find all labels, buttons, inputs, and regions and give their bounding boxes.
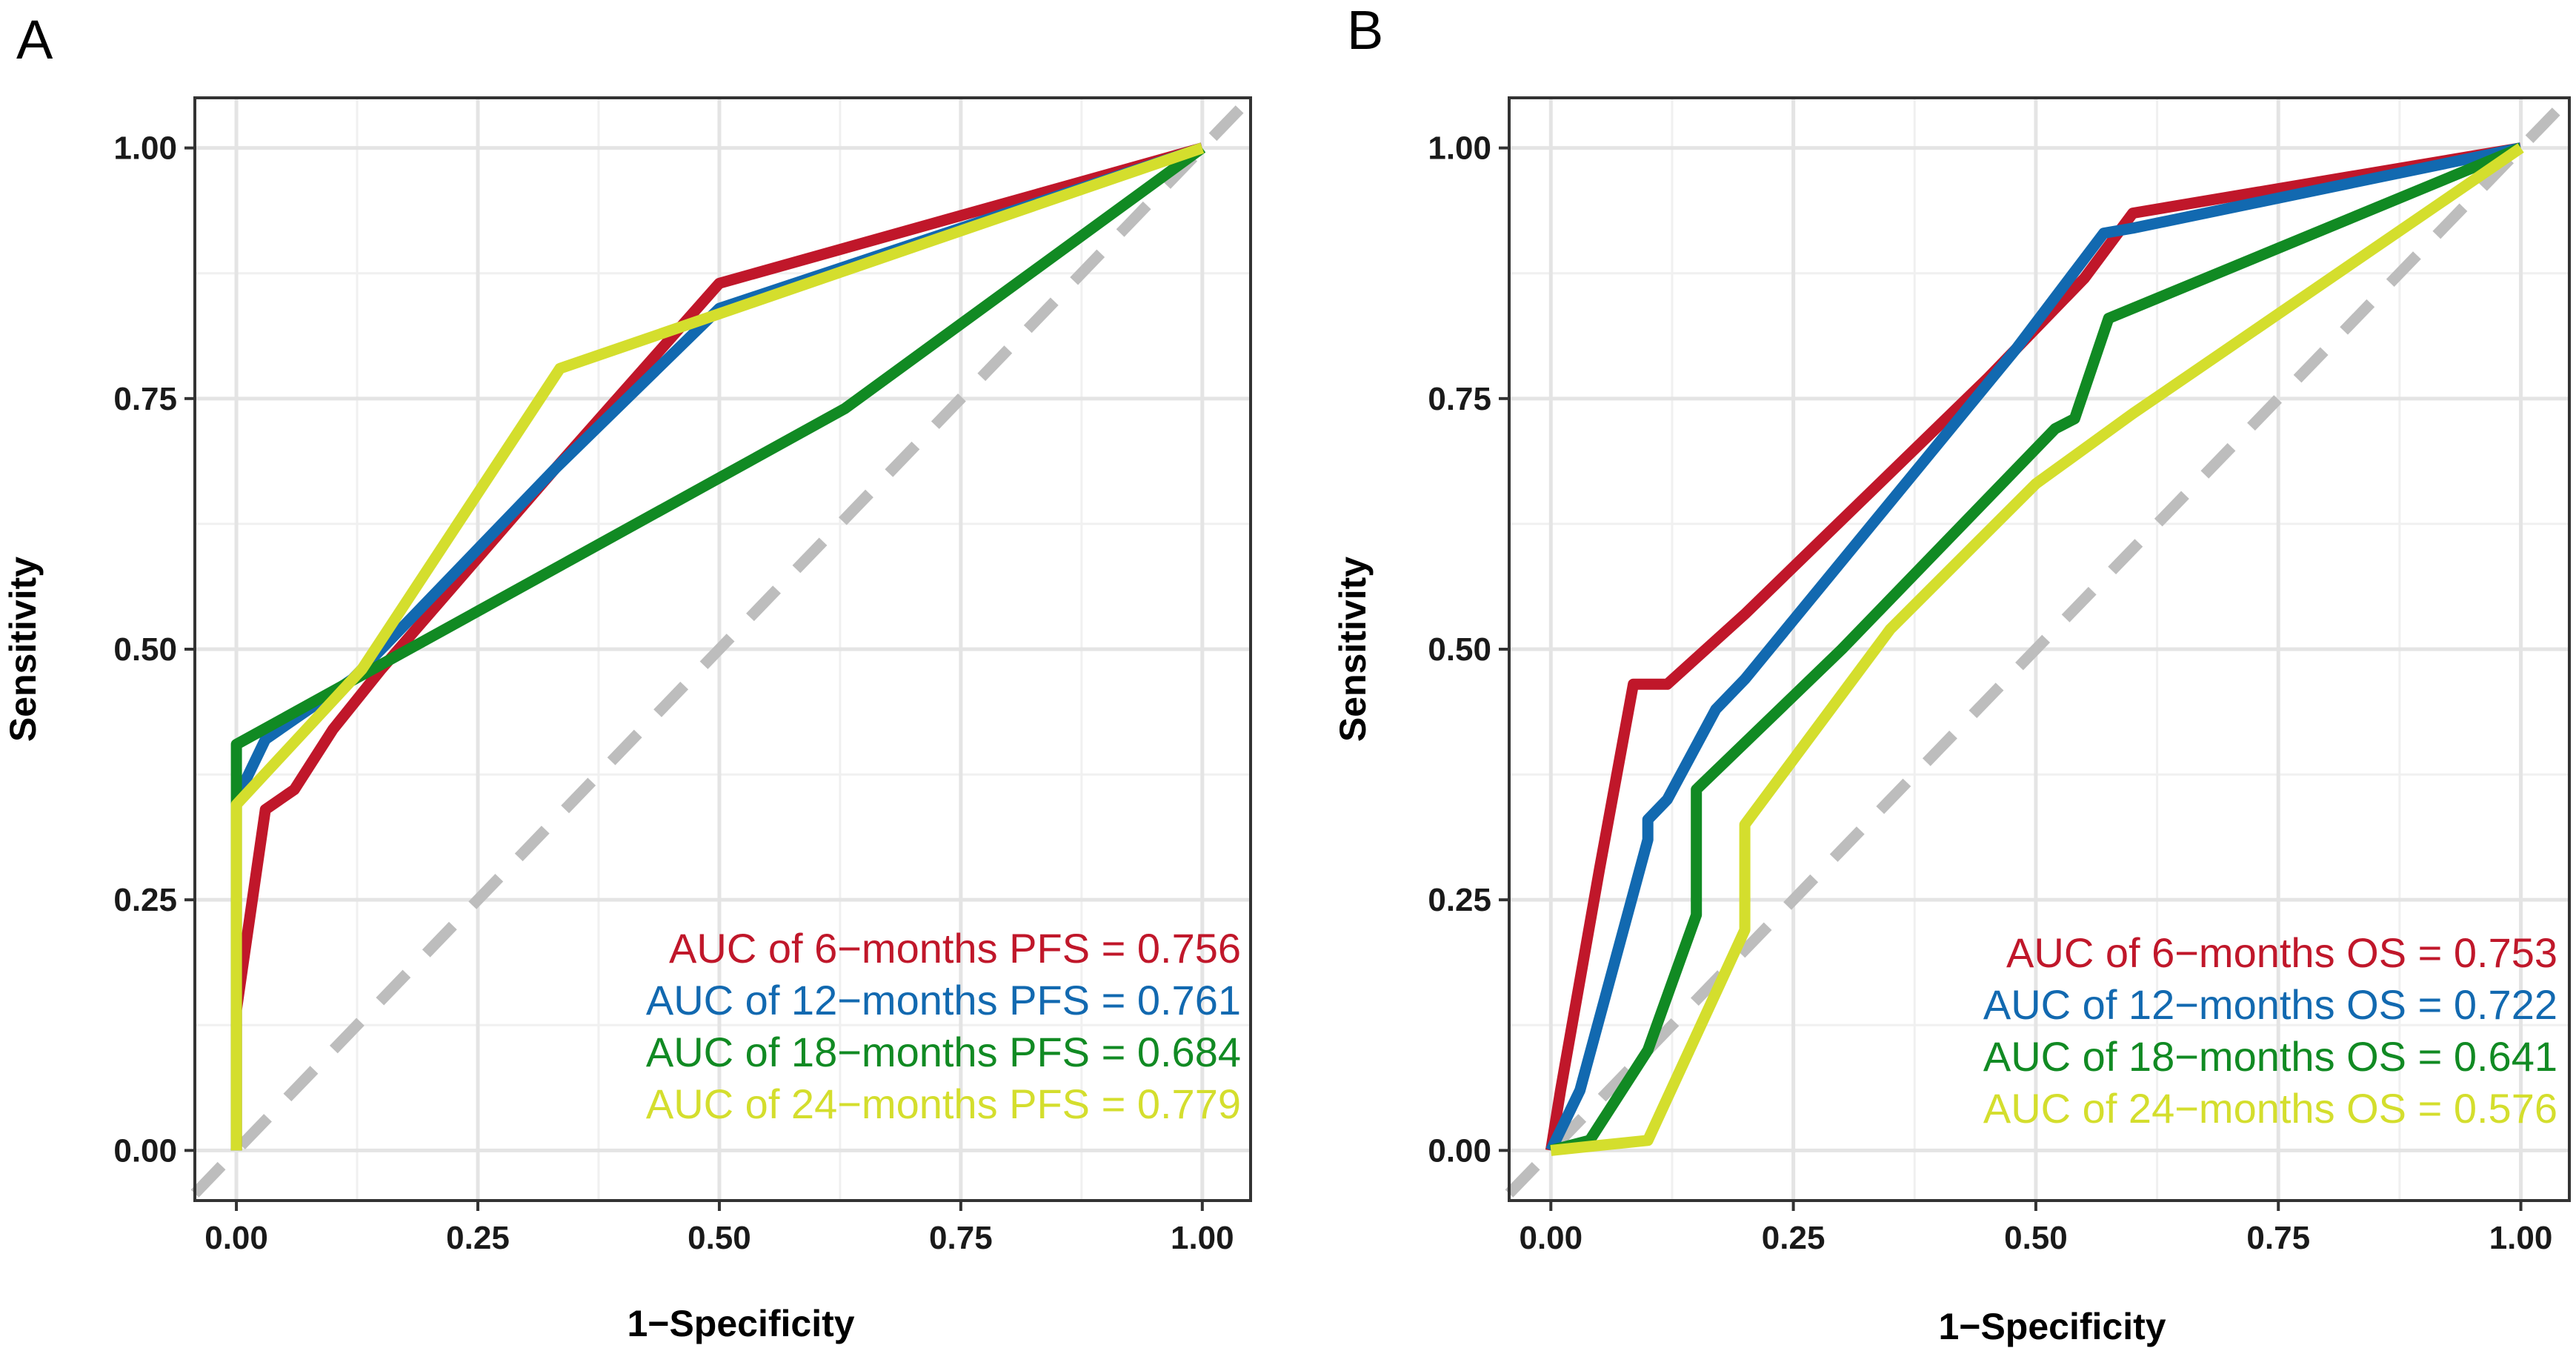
panel-a-reference-diagonal [190,93,1255,1198]
panel-a-x-tick-label: 0.75 [929,1220,993,1256]
panel-b-x-tick-label: 0.25 [1762,1220,1826,1256]
panel-b-y-tick-label: 0.75 [1428,381,1491,417]
panel-a-diagonal [190,93,1255,1198]
panel-b-roc-curve-12-months [1545,142,2523,1153]
panel-b-auc-legend: AUC of 6−months OS = 0.753 AUC of 12−mon… [1983,929,2557,1132]
panel-a-letter: A [16,9,53,70]
panel-a-y-tick-label: 0.25 [113,882,177,918]
panel-a-y-tick-label: 1.00 [113,130,177,167]
panel-a-y-axis-label: Sensitivity [2,557,44,742]
panel-b-x-tick-label: 0.50 [2004,1220,2068,1256]
panel-b: 0.00 0.25 0.50 0.75 1.00 0.00 0.25 0.50 0.75 1.00… [1332,0,2574,1347]
panel-b-auc-6-months: AUC of 6−months OS = 0.753 [2006,929,2557,976]
panel-a-auc-legend: AUC of 6−months PFS = 0.756 AUC of 12−mo… [646,925,1241,1127]
panel-a-x-tick-label: 0.00 [204,1220,268,1256]
panel-b-letter: B [1347,0,1383,61]
panel-a: 0.00 0.25 0.50 0.75 1.00 0.00 0.25 0.50 0.75 1.00… [2,9,1255,1344]
panel-a-x-tick-label: 0.50 [688,1220,751,1256]
panel-b-x-tick-label: 1.00 [2489,1220,2553,1256]
panel-a-x-tick-label: 1.00 [1171,1220,1234,1256]
panel-b-y-tick-label: 0.50 [1428,631,1491,668]
panel-b-y-axis-label: Sensitivity [1332,557,1374,742]
panel-a-roc-curves [230,142,1206,1151]
panel-a-x-axis-label: 1−Specificity [627,1303,854,1344]
panel-b-auc-24-months: AUC of 24−months OS = 0.576 [1983,1085,2557,1132]
panel-a-auc-6-months: AUC of 6−months PFS = 0.756 [669,925,1241,972]
panel-b-x-axis-label: 1−Specificity [1938,1306,2166,1347]
panel-b-diagonal [1505,93,2574,1198]
panel-a-roc-curve-24-months [230,142,1205,1151]
panel-b-y-tick-label: 1.00 [1428,130,1491,167]
panel-b-roc-curve-24-months [1550,143,2524,1156]
panel-b-auc-18-months: AUC of 18−months OS = 0.641 [1983,1033,2557,1080]
panel-b-x-tick-label: 0.75 [2246,1220,2310,1256]
panel-a-auc-24-months: AUC of 24−months PFS = 0.779 [646,1081,1241,1127]
panel-b-y-tick-label: 0.25 [1428,882,1491,918]
panel-a-auc-12-months: AUC of 12−months PFS = 0.761 [646,977,1241,1023]
panel-b-y-tick-label: 0.00 [1428,1132,1491,1169]
panel-a-roc-curve-6-months [230,142,1204,1151]
panel-a-y-tick-label: 0.50 [113,631,177,668]
panel-b-x-tick-label: 0.00 [1519,1220,1582,1256]
panel-a-auc-18-months: AUC of 18−months PFS = 0.684 [646,1029,1241,1075]
panel-a-x-tick-label: 0.25 [446,1220,510,1256]
panel-b-roc-curve-6-months [1545,142,2522,1152]
panel-b-ticks: 0.00 0.25 0.50 0.75 1.00 0.00 0.25 0.50 0.75 1.00 [1428,130,2552,1256]
panel-b-roc-curves [1545,142,2524,1156]
panel-a-y-tick-label: 0.00 [113,1132,177,1169]
panel-a-ticks: 0.00 0.25 0.50 0.75 1.00 0.00 0.25 0.50 0.75 1.00 [113,130,1234,1256]
panel-b-reference-diagonal [1505,93,2574,1198]
panel-b-roc-curve-18-months [1549,142,2523,1156]
panel-a-y-tick-label: 0.75 [113,381,177,417]
panel-b-auc-12-months: AUC of 12−months OS = 0.722 [1983,981,2557,1028]
